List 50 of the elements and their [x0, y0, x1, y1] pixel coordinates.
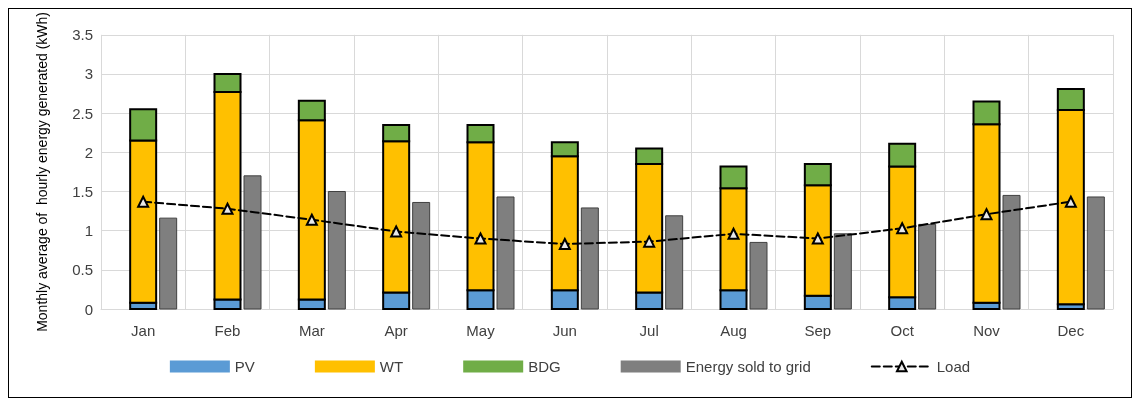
point — [305, 213, 318, 226]
x-tick-label: Feb — [214, 322, 241, 339]
point — [643, 235, 656, 248]
point — [558, 237, 571, 250]
bar — [1086, 196, 1105, 310]
x-tick-label: Dec — [1057, 322, 1085, 339]
x-tick-label: Jul — [639, 322, 659, 339]
x-tick-label: May — [466, 322, 496, 339]
bar — [580, 207, 599, 310]
x-tick-label: Mar — [298, 322, 325, 339]
bar — [833, 233, 852, 310]
legend-label: BDG — [528, 358, 561, 375]
bar — [159, 217, 178, 310]
point — [137, 195, 150, 208]
point — [896, 222, 909, 235]
bar — [412, 201, 431, 310]
y-tick-label: 1.5 — [72, 183, 93, 200]
legend-label: PV — [234, 358, 255, 375]
x-tick-label: Apr — [384, 322, 408, 339]
y-tick-label: 1 — [84, 222, 93, 240]
bar — [243, 175, 262, 310]
x-tick-label: Sep — [804, 322, 832, 339]
bar — [749, 241, 768, 310]
y-tick-label: 2 — [84, 143, 93, 161]
point — [1064, 195, 1077, 208]
bar — [496, 196, 515, 310]
point — [980, 208, 993, 221]
bar — [1002, 194, 1021, 310]
x-tick-label: Aug — [720, 322, 747, 339]
y-tick-label: 3.5 — [72, 26, 93, 44]
x-tick-label: Nov — [973, 322, 1001, 339]
y-tick-label: 3 — [84, 65, 93, 83]
bar — [665, 215, 684, 310]
x-tick-label: Oct — [890, 322, 915, 339]
point — [474, 232, 487, 245]
y-tick-label: 0.5 — [72, 261, 93, 279]
legend-label: Load — [936, 358, 971, 375]
x-tick-label: Jan — [131, 322, 156, 339]
bar — [918, 223, 937, 310]
y-tick-label: 0 — [84, 300, 93, 318]
y-tick-label: 2.5 — [72, 104, 93, 122]
point — [811, 232, 824, 245]
point — [390, 225, 403, 238]
legend-label: WT — [379, 358, 404, 375]
x-tick-label: Jun — [552, 322, 577, 339]
point — [727, 227, 740, 240]
point — [221, 202, 234, 215]
legend-label: Energy sold to grid — [685, 358, 811, 375]
bar — [327, 191, 346, 310]
y-axis-title: Monthly average of hourly energy generated (kWh) — [34, 11, 50, 332]
